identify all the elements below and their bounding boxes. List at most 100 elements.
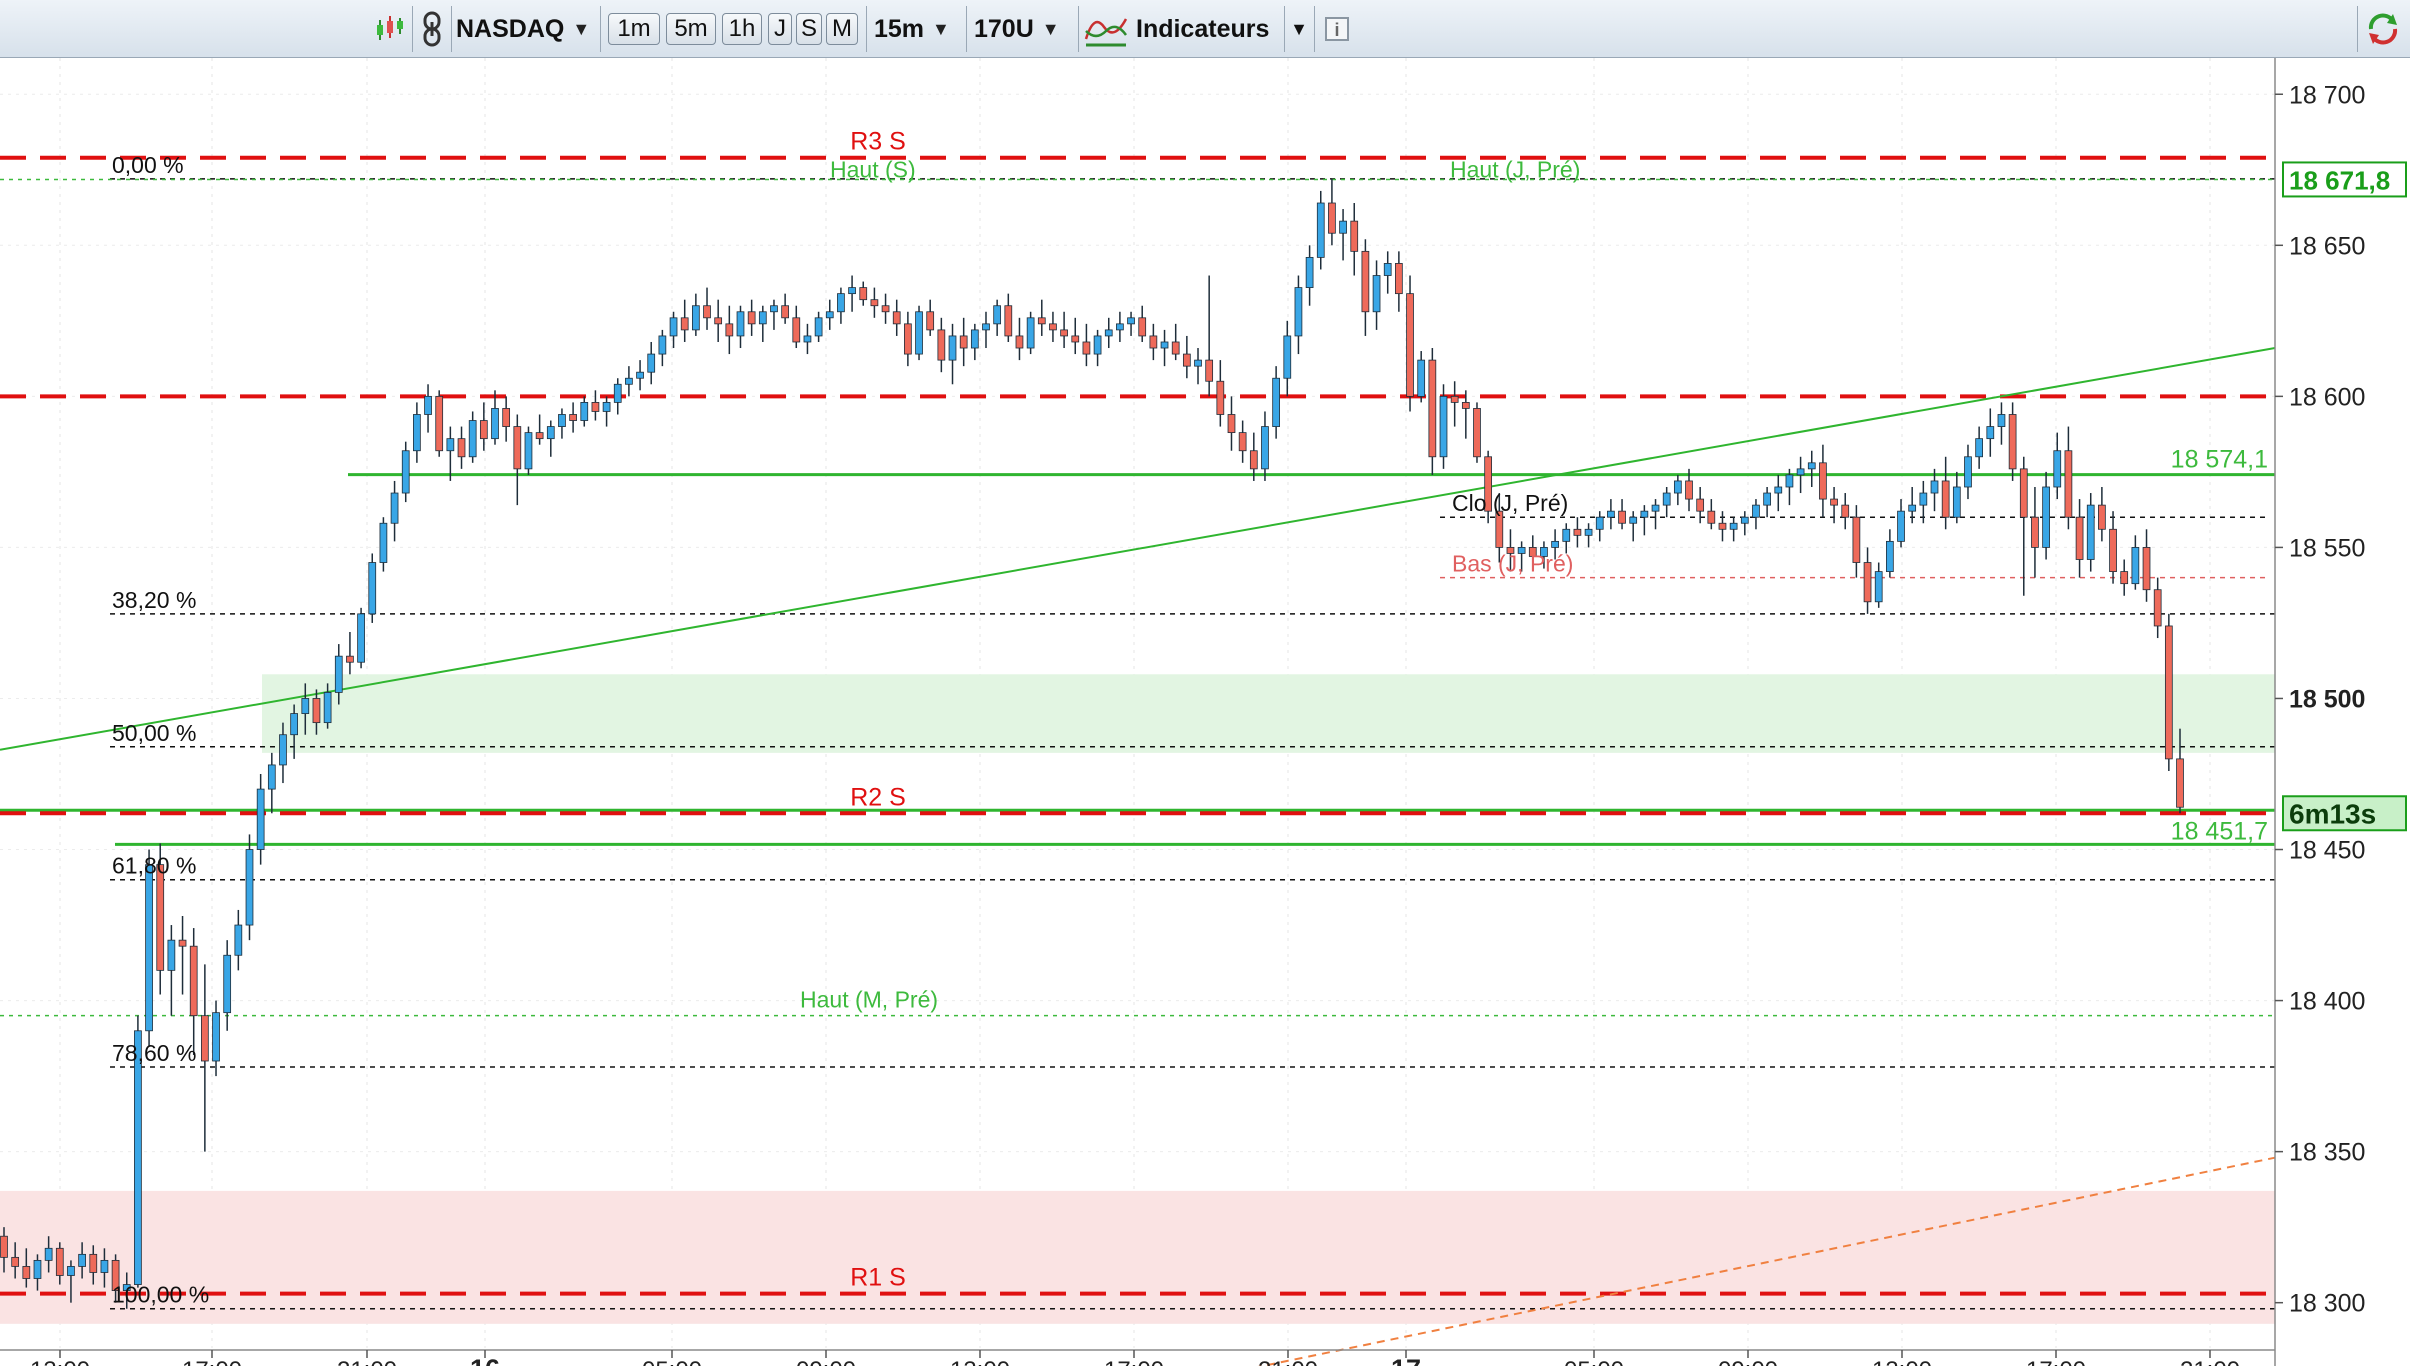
price-line-label: 18 451,7 bbox=[2171, 817, 2268, 845]
y-tick-label: 18 300 bbox=[2289, 1290, 2365, 1318]
candle-body bbox=[524, 432, 533, 470]
symbol-selector[interactable]: NASDAQ ▼ bbox=[456, 8, 596, 50]
candle-body bbox=[1506, 547, 1515, 554]
price-chart[interactable]: 0,00 % 38,20 % 50,00 % 61,80 % 78,60 % 100,00… bbox=[0, 58, 2410, 1366]
candle-body bbox=[334, 655, 343, 693]
fibonacci-label: 78,60 % bbox=[112, 1040, 196, 1066]
candle-body bbox=[1517, 547, 1526, 554]
fibonacci-label: 100,00 % bbox=[112, 1282, 209, 1308]
x-tick-label: 05:00 bbox=[1564, 1357, 1624, 1366]
candle-body bbox=[535, 432, 544, 440]
candle-body bbox=[468, 420, 477, 458]
candle-body bbox=[479, 420, 488, 440]
candle-body bbox=[2053, 450, 2062, 488]
x-tick-label: 17:00 bbox=[182, 1357, 242, 1366]
candle-body bbox=[1484, 456, 1493, 512]
candle-body bbox=[1718, 522, 1727, 530]
price-axis-bg bbox=[2275, 58, 2410, 1366]
candle-body bbox=[1897, 510, 1905, 542]
price-zone bbox=[0, 1190, 2275, 1324]
time-axis: 13:00 17:00 21:00 16 05:00 09:00 13:00 17:00 21:… bbox=[30, 1350, 2240, 1366]
candle-body bbox=[714, 317, 723, 325]
candle-body bbox=[758, 311, 767, 325]
price-tag-box bbox=[2282, 795, 2407, 832]
candle-body bbox=[825, 311, 834, 319]
candle-body bbox=[379, 522, 388, 563]
timeframe-5m-button[interactable]: 5m bbox=[666, 13, 716, 45]
indicators-button[interactable]: Indicateurs bbox=[1084, 8, 1284, 50]
timeframe-1h-button[interactable]: 1h bbox=[722, 13, 762, 45]
candle-body bbox=[1952, 486, 1961, 518]
candle-body bbox=[1294, 287, 1303, 337]
trendline bbox=[0, 347, 2276, 751]
candle-body bbox=[189, 945, 198, 1017]
candle-body bbox=[212, 1012, 220, 1062]
chart-toolbar: NASDAQ ▼ 1m 5m 1h J S M 15m ▼ 170U ▼ Ind… bbox=[0, 0, 2410, 58]
candle-body bbox=[2176, 758, 2184, 808]
price-axis: 18 700 18 650 18 600 18 550 18 500 18 450 18 4… bbox=[0, 58, 2410, 1366]
candle-body bbox=[55, 1247, 64, 1276]
candle-body bbox=[256, 788, 265, 850]
candle-body bbox=[279, 734, 287, 766]
candle-body bbox=[2131, 547, 2140, 585]
candle-body bbox=[67, 1266, 75, 1276]
candle-body bbox=[1573, 528, 1582, 536]
candlestick-series bbox=[0, 178, 2184, 1309]
refresh-icon[interactable] bbox=[2362, 8, 2404, 50]
candle-body bbox=[2120, 571, 2129, 585]
x-tick-label: 16 bbox=[470, 1354, 500, 1366]
candle-body bbox=[446, 438, 455, 452]
candle-body bbox=[904, 323, 912, 355]
candle-body bbox=[781, 305, 789, 319]
candle-body bbox=[2019, 468, 2028, 518]
chevron-down-icon: ▼ bbox=[572, 18, 591, 39]
candle-body bbox=[1618, 510, 1626, 524]
units-selector[interactable]: 170U ▼ bbox=[974, 8, 1074, 50]
x-tick-label: 13:00 bbox=[1872, 1357, 1932, 1366]
candle-body bbox=[1160, 341, 1169, 349]
symbol-label: NASDAQ bbox=[456, 14, 565, 43]
fibonacci-label: 50,00 % bbox=[112, 720, 196, 746]
fibonacci-label: 61,80 % bbox=[112, 853, 196, 879]
candle-body bbox=[1272, 377, 1280, 427]
candle-body bbox=[0, 1235, 8, 1258]
candle-body bbox=[267, 764, 276, 790]
candle-body bbox=[1249, 450, 1258, 470]
reference-line-label: Haut (M, Pré) bbox=[800, 987, 938, 1013]
candle-body bbox=[1004, 305, 1013, 337]
candle-body bbox=[669, 317, 678, 337]
y-tick-label: 18 350 bbox=[2289, 1139, 2365, 1167]
timeframe-day-button[interactable]: J bbox=[768, 13, 792, 45]
link-icon[interactable] bbox=[414, 8, 450, 50]
candle-body bbox=[89, 1253, 98, 1273]
candle-body bbox=[803, 335, 812, 343]
interval-selector[interactable]: 15m ▼ bbox=[874, 8, 962, 50]
candle-body bbox=[413, 414, 421, 452]
candle-body bbox=[569, 414, 577, 421]
candle-body bbox=[1807, 462, 1816, 470]
timeframe-month-button[interactable]: M bbox=[826, 13, 858, 45]
candle-body bbox=[2064, 450, 2073, 518]
x-tick-label: 21:00 bbox=[1258, 1357, 1318, 1366]
info-icon[interactable]: i bbox=[1322, 8, 1352, 50]
indicators-dropdown-button[interactable]: ▼ bbox=[1286, 8, 1312, 50]
candle-body bbox=[357, 613, 365, 663]
candle-body bbox=[22, 1266, 31, 1279]
candle-body bbox=[2142, 547, 2151, 591]
pivot-level-label: R2 S bbox=[850, 783, 906, 811]
reference-line-label: Clo (J, Pré) bbox=[1452, 490, 1568, 516]
candle-body bbox=[513, 426, 522, 470]
reference-line-label: Bas (J, Pré) bbox=[1452, 551, 1573, 577]
timeframe-1m-button[interactable]: 1m bbox=[608, 13, 660, 45]
chart-type-icon[interactable] bbox=[370, 8, 410, 50]
candle-body bbox=[491, 408, 499, 440]
candle-body bbox=[502, 408, 511, 427]
candle-body bbox=[2098, 504, 2106, 530]
candle-body bbox=[1383, 263, 1392, 276]
candle-body bbox=[1640, 510, 1649, 518]
timeframe-week-button[interactable]: S bbox=[796, 13, 822, 45]
candle-body bbox=[1283, 335, 1292, 379]
x-tick-label: 09:00 bbox=[1718, 1357, 1778, 1366]
price-line-label: 18 574,1 bbox=[2171, 446, 2268, 474]
chart-trendlines bbox=[0, 347, 2276, 1366]
